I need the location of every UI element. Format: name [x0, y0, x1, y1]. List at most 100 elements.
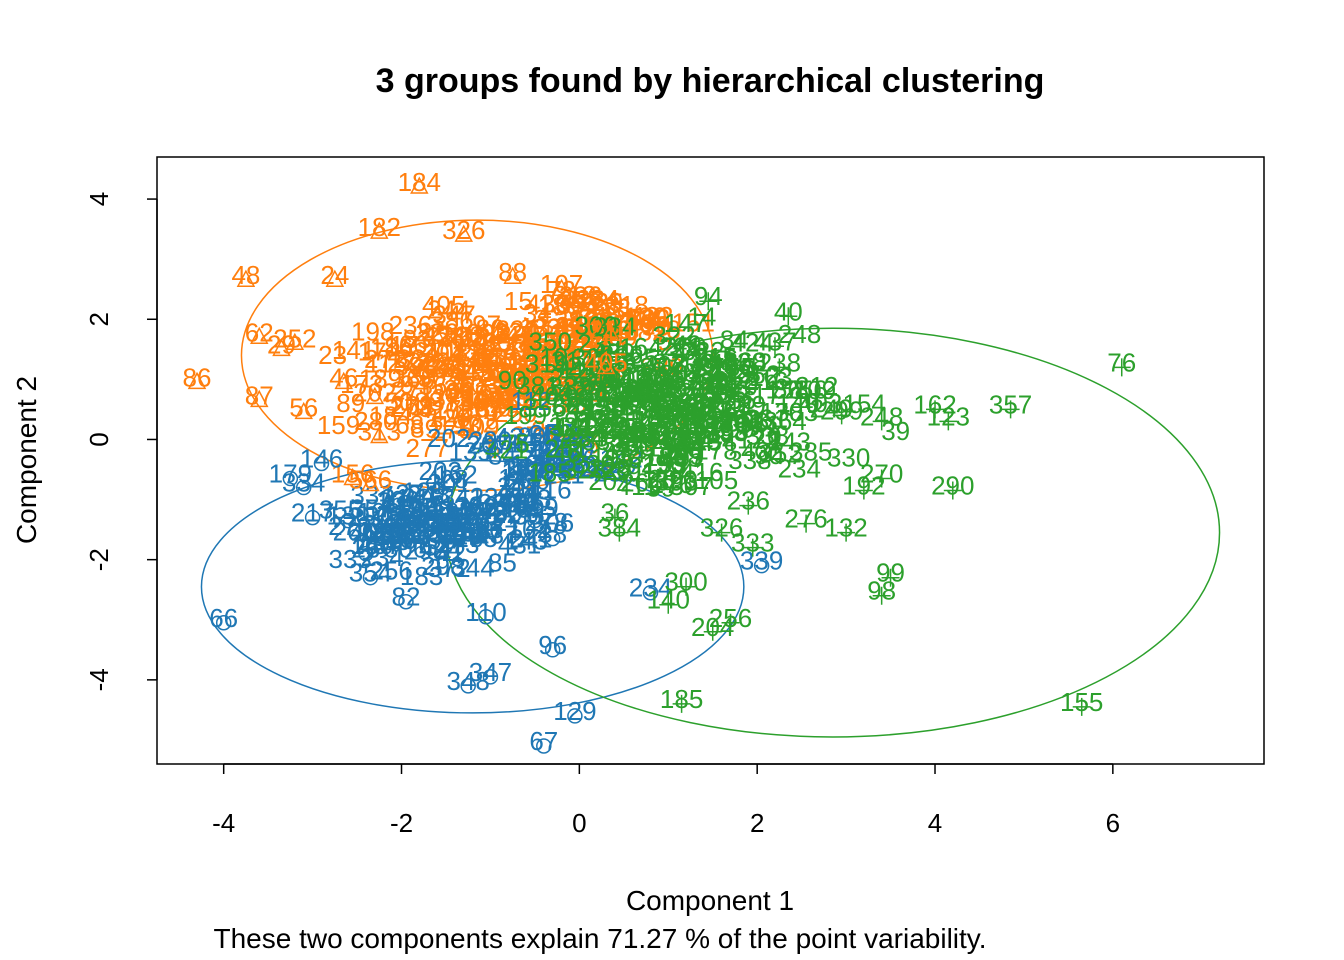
- cloud-label: 176: [641, 365, 684, 395]
- cloud-label: 83: [539, 369, 568, 399]
- cloud-label: 183: [400, 561, 443, 591]
- cloud-label: 280: [497, 357, 540, 387]
- cloud-label: 393: [438, 518, 481, 548]
- cloud-label: 370: [503, 453, 546, 483]
- cloud-label: 320: [494, 317, 537, 347]
- cloud-label: 3: [531, 415, 545, 445]
- cloud-label: 306: [541, 289, 584, 319]
- cloud-label: 148: [498, 463, 541, 493]
- triangle-marker: [596, 356, 616, 375]
- cloud-label: 403: [529, 437, 572, 467]
- cloud-label: 96: [568, 444, 597, 474]
- cloud-label: 307: [669, 471, 712, 501]
- chart-title: 3 groups found by hierarchical clusterin…: [376, 62, 1045, 100]
- cloud-label: 350: [529, 327, 572, 357]
- cloud-label: 185: [528, 457, 571, 487]
- cloud-label: 322: [681, 336, 724, 366]
- triangle-marker: [325, 269, 345, 287]
- point-label: 66: [209, 603, 238, 633]
- y-axis: -4 -2 0 2 4: [84, 192, 158, 691]
- cloud-label: 191: [521, 363, 564, 393]
- x-tick-label: -2: [390, 808, 413, 838]
- circle-marker: [362, 569, 379, 586]
- plus-marker: [605, 508, 624, 527]
- circle-marker: [642, 584, 659, 601]
- cloud-label: 400: [592, 338, 635, 368]
- cloud-label: 397: [625, 376, 668, 406]
- cloud-label: 342: [441, 482, 484, 512]
- cloud-label: 36: [444, 374, 473, 404]
- cloud-label: 87: [639, 352, 668, 382]
- cloud-label: 424: [419, 534, 462, 564]
- cloud-label: 375: [496, 385, 539, 415]
- cloud-label: 389: [640, 352, 683, 382]
- cloud-label: 344: [581, 378, 624, 408]
- cloud-label: 361: [677, 394, 720, 424]
- cloud-label: 416: [452, 336, 495, 366]
- cloud-label: 268: [574, 397, 617, 427]
- cloud-label: 291: [522, 362, 565, 392]
- triangle-marker: [236, 269, 256, 287]
- cloud-label: 400: [374, 525, 417, 555]
- cloud-label: 170: [760, 397, 803, 427]
- cloud-label: 83: [678, 422, 707, 452]
- plus-marker: [926, 400, 945, 419]
- cloud-label: 296: [641, 448, 684, 478]
- cloud-label: 431: [498, 529, 541, 559]
- cloud-label: 184: [369, 401, 412, 431]
- point-label: 96: [538, 630, 567, 660]
- cloud-label: 180: [551, 434, 594, 464]
- cloud-label: 94: [400, 369, 429, 399]
- circle-marker: [527, 512, 543, 529]
- cloud-label: 225: [447, 505, 490, 535]
- cloud-label: 298: [404, 536, 447, 566]
- cloud-label: 402: [552, 452, 595, 482]
- cloud-label: 271: [569, 379, 612, 409]
- cloud-label: 97: [472, 309, 501, 339]
- cloud-label: 297: [450, 501, 493, 531]
- y-tick-label: -2: [84, 548, 114, 571]
- cloud-label: 299: [624, 384, 667, 414]
- cloud-label: 353: [611, 432, 654, 462]
- cloud-label: 429: [542, 372, 585, 402]
- cloud-label: 1: [525, 330, 539, 360]
- cloud-label: 85: [488, 547, 517, 577]
- plus-marker: [699, 292, 718, 311]
- cloud-label: 195: [640, 375, 683, 405]
- point-label: 290: [931, 471, 974, 501]
- cloud-label: 215: [677, 402, 720, 432]
- cloud-label: 334: [593, 312, 636, 342]
- cloud-label: 324: [602, 428, 645, 458]
- cloud-label: 242: [441, 500, 484, 530]
- point-label: 184: [398, 167, 441, 197]
- point-label: 166: [384, 329, 427, 359]
- cluster-ellipse: [240, 219, 714, 492]
- plus-marker: [832, 406, 851, 425]
- cloud-label: 84: [488, 440, 517, 470]
- cloud-label: 136: [443, 388, 486, 418]
- cloud-label: 411: [617, 471, 658, 501]
- cloud-label: 20: [648, 464, 677, 494]
- cloud-label: 320: [570, 306, 613, 336]
- cloud-label: 386: [720, 408, 763, 438]
- cloud-label: 134: [693, 426, 736, 456]
- cloud-label: 286: [686, 366, 729, 396]
- cloud-label: 235: [652, 425, 695, 455]
- point-label: 252: [273, 323, 316, 353]
- cloud-label: 5: [707, 426, 721, 456]
- cloud-label: 186: [555, 413, 598, 443]
- cloud-label: 24: [532, 358, 561, 388]
- point-label: 357: [989, 389, 1032, 419]
- point-label: 182: [358, 212, 401, 242]
- cloud-label: 41: [432, 507, 461, 537]
- point-label: 123: [927, 401, 970, 431]
- cloud-label: 76: [553, 345, 582, 375]
- triangle-marker: [396, 338, 416, 357]
- cloud-label: 372: [633, 416, 676, 446]
- cloud-label: 323: [473, 331, 516, 361]
- cloud-label: 8: [625, 378, 639, 408]
- point-label: 234: [629, 573, 672, 603]
- triangle-marker: [187, 371, 207, 390]
- cloud-label: 281: [609, 427, 652, 457]
